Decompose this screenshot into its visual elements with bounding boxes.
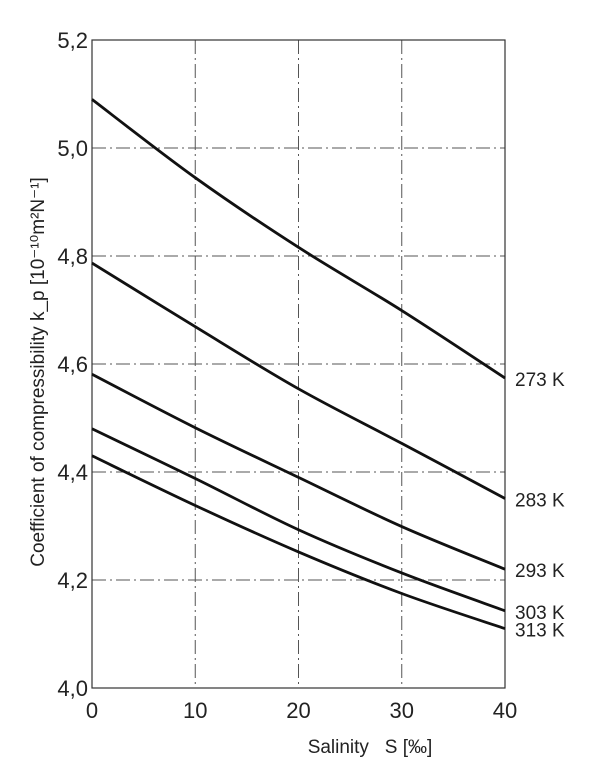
y-tick-label: 4,4 [57,460,88,485]
x-tick-label: 40 [493,698,517,723]
y-tick-label: 5,2 [57,28,88,53]
series-line [91,373,506,571]
series-line [91,427,506,613]
series-line [91,454,506,630]
grid [91,39,506,689]
plot-frame [91,39,506,689]
x-tick-label: 10 [183,698,207,723]
series-line [91,98,506,380]
x-axis-label: Salinity S [‰] [308,737,433,758]
series-line [91,261,506,500]
y-tick-label: 4,8 [57,244,88,269]
x-tick-label: 20 [286,698,310,723]
series-label: 273 K [515,370,565,391]
y-axis-label: Coefficient of compressibility k_p [10⁻¹… [28,177,49,567]
tick-labels: 0 10 20 30 40 4,0 4,2 4,4 4,6 4,8 5,0 5,2 [57,28,517,723]
y-tick-label: 4,0 [57,676,88,701]
series-label: 303 K [515,603,565,624]
x-tick-label: 30 [390,698,414,723]
series-label: 293 K [515,561,565,582]
y-tick-label: 5,0 [57,136,88,161]
y-tick-label: 4,2 [57,568,88,593]
x-tick-label: 0 [86,698,98,723]
series-label: 283 K [515,490,565,511]
series-label: 313 K [515,621,565,642]
y-tick-label: 4,6 [57,352,88,377]
series-lines [91,98,506,630]
